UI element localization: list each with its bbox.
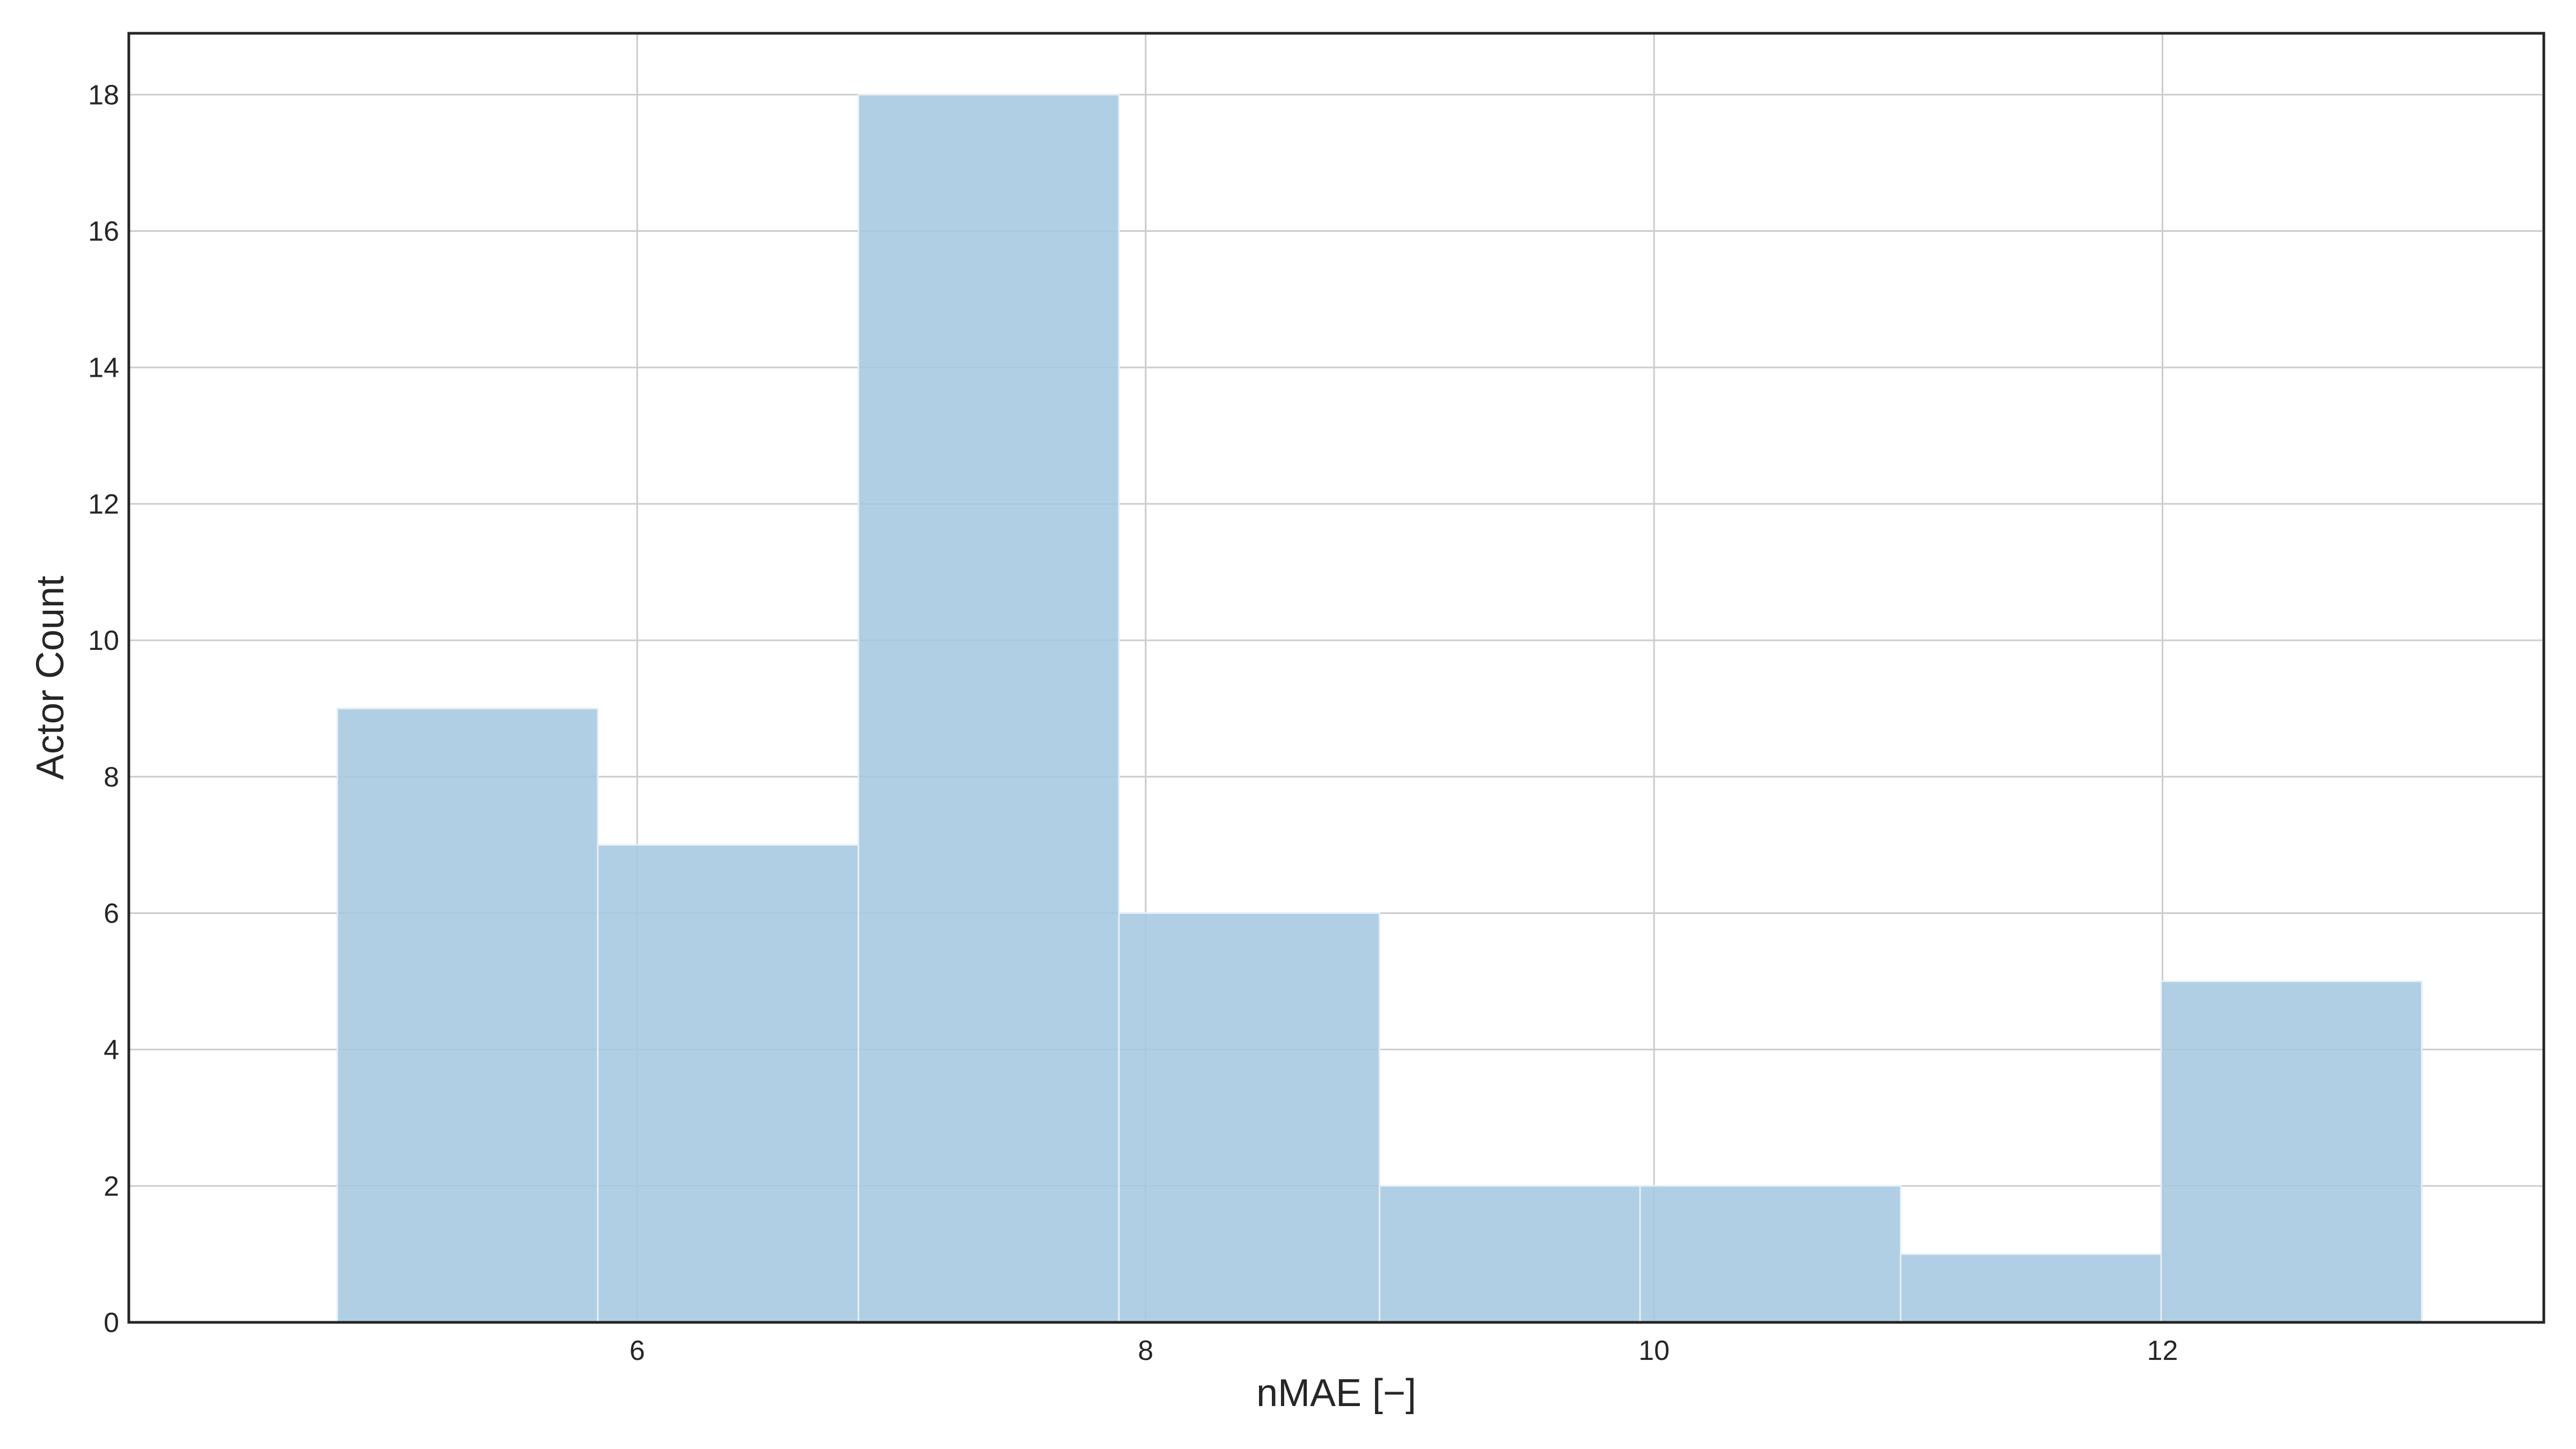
y-tick-label: 16 bbox=[88, 216, 119, 247]
histogram-bar bbox=[2160, 980, 2423, 1323]
y-tick-label: 18 bbox=[88, 79, 119, 111]
y-tick-label: 2 bbox=[104, 1171, 119, 1202]
x-tick-label: 6 bbox=[630, 1335, 645, 1366]
y-tick-label: 4 bbox=[104, 1035, 119, 1066]
y-axis-label: Actor Count bbox=[29, 576, 72, 780]
histogram-bar bbox=[1379, 1185, 1641, 1323]
y-tick-label: 10 bbox=[88, 625, 119, 656]
histogram-bar bbox=[336, 707, 599, 1323]
x-tick-label: 12 bbox=[2147, 1335, 2178, 1366]
y-tick-label: 8 bbox=[104, 762, 119, 793]
y-tick-labels: 0 2 4 6 8 10 12 14 16 18 bbox=[88, 79, 119, 1338]
x-tick-label: 10 bbox=[1638, 1335, 1670, 1366]
histogram-bar bbox=[1639, 1185, 1902, 1323]
y-tick-label: 0 bbox=[104, 1307, 119, 1338]
histogram-bar bbox=[1900, 1253, 2162, 1323]
histogram-bar bbox=[857, 93, 1120, 1323]
histogram-bar bbox=[597, 844, 859, 1323]
x-tick-labels: 6 8 10 12 bbox=[630, 1335, 2178, 1366]
plot-frame bbox=[127, 32, 2545, 1324]
y-tick-label: 12 bbox=[88, 489, 119, 520]
histogram-bar bbox=[1118, 912, 1381, 1323]
x-axis-label: nMAE [−] bbox=[1256, 1372, 1416, 1415]
y-tick-label: 6 bbox=[104, 898, 119, 929]
histogram-bars bbox=[336, 93, 2423, 1323]
y-tick-label: 14 bbox=[88, 353, 119, 384]
x-tick-label: 8 bbox=[1138, 1335, 1153, 1366]
